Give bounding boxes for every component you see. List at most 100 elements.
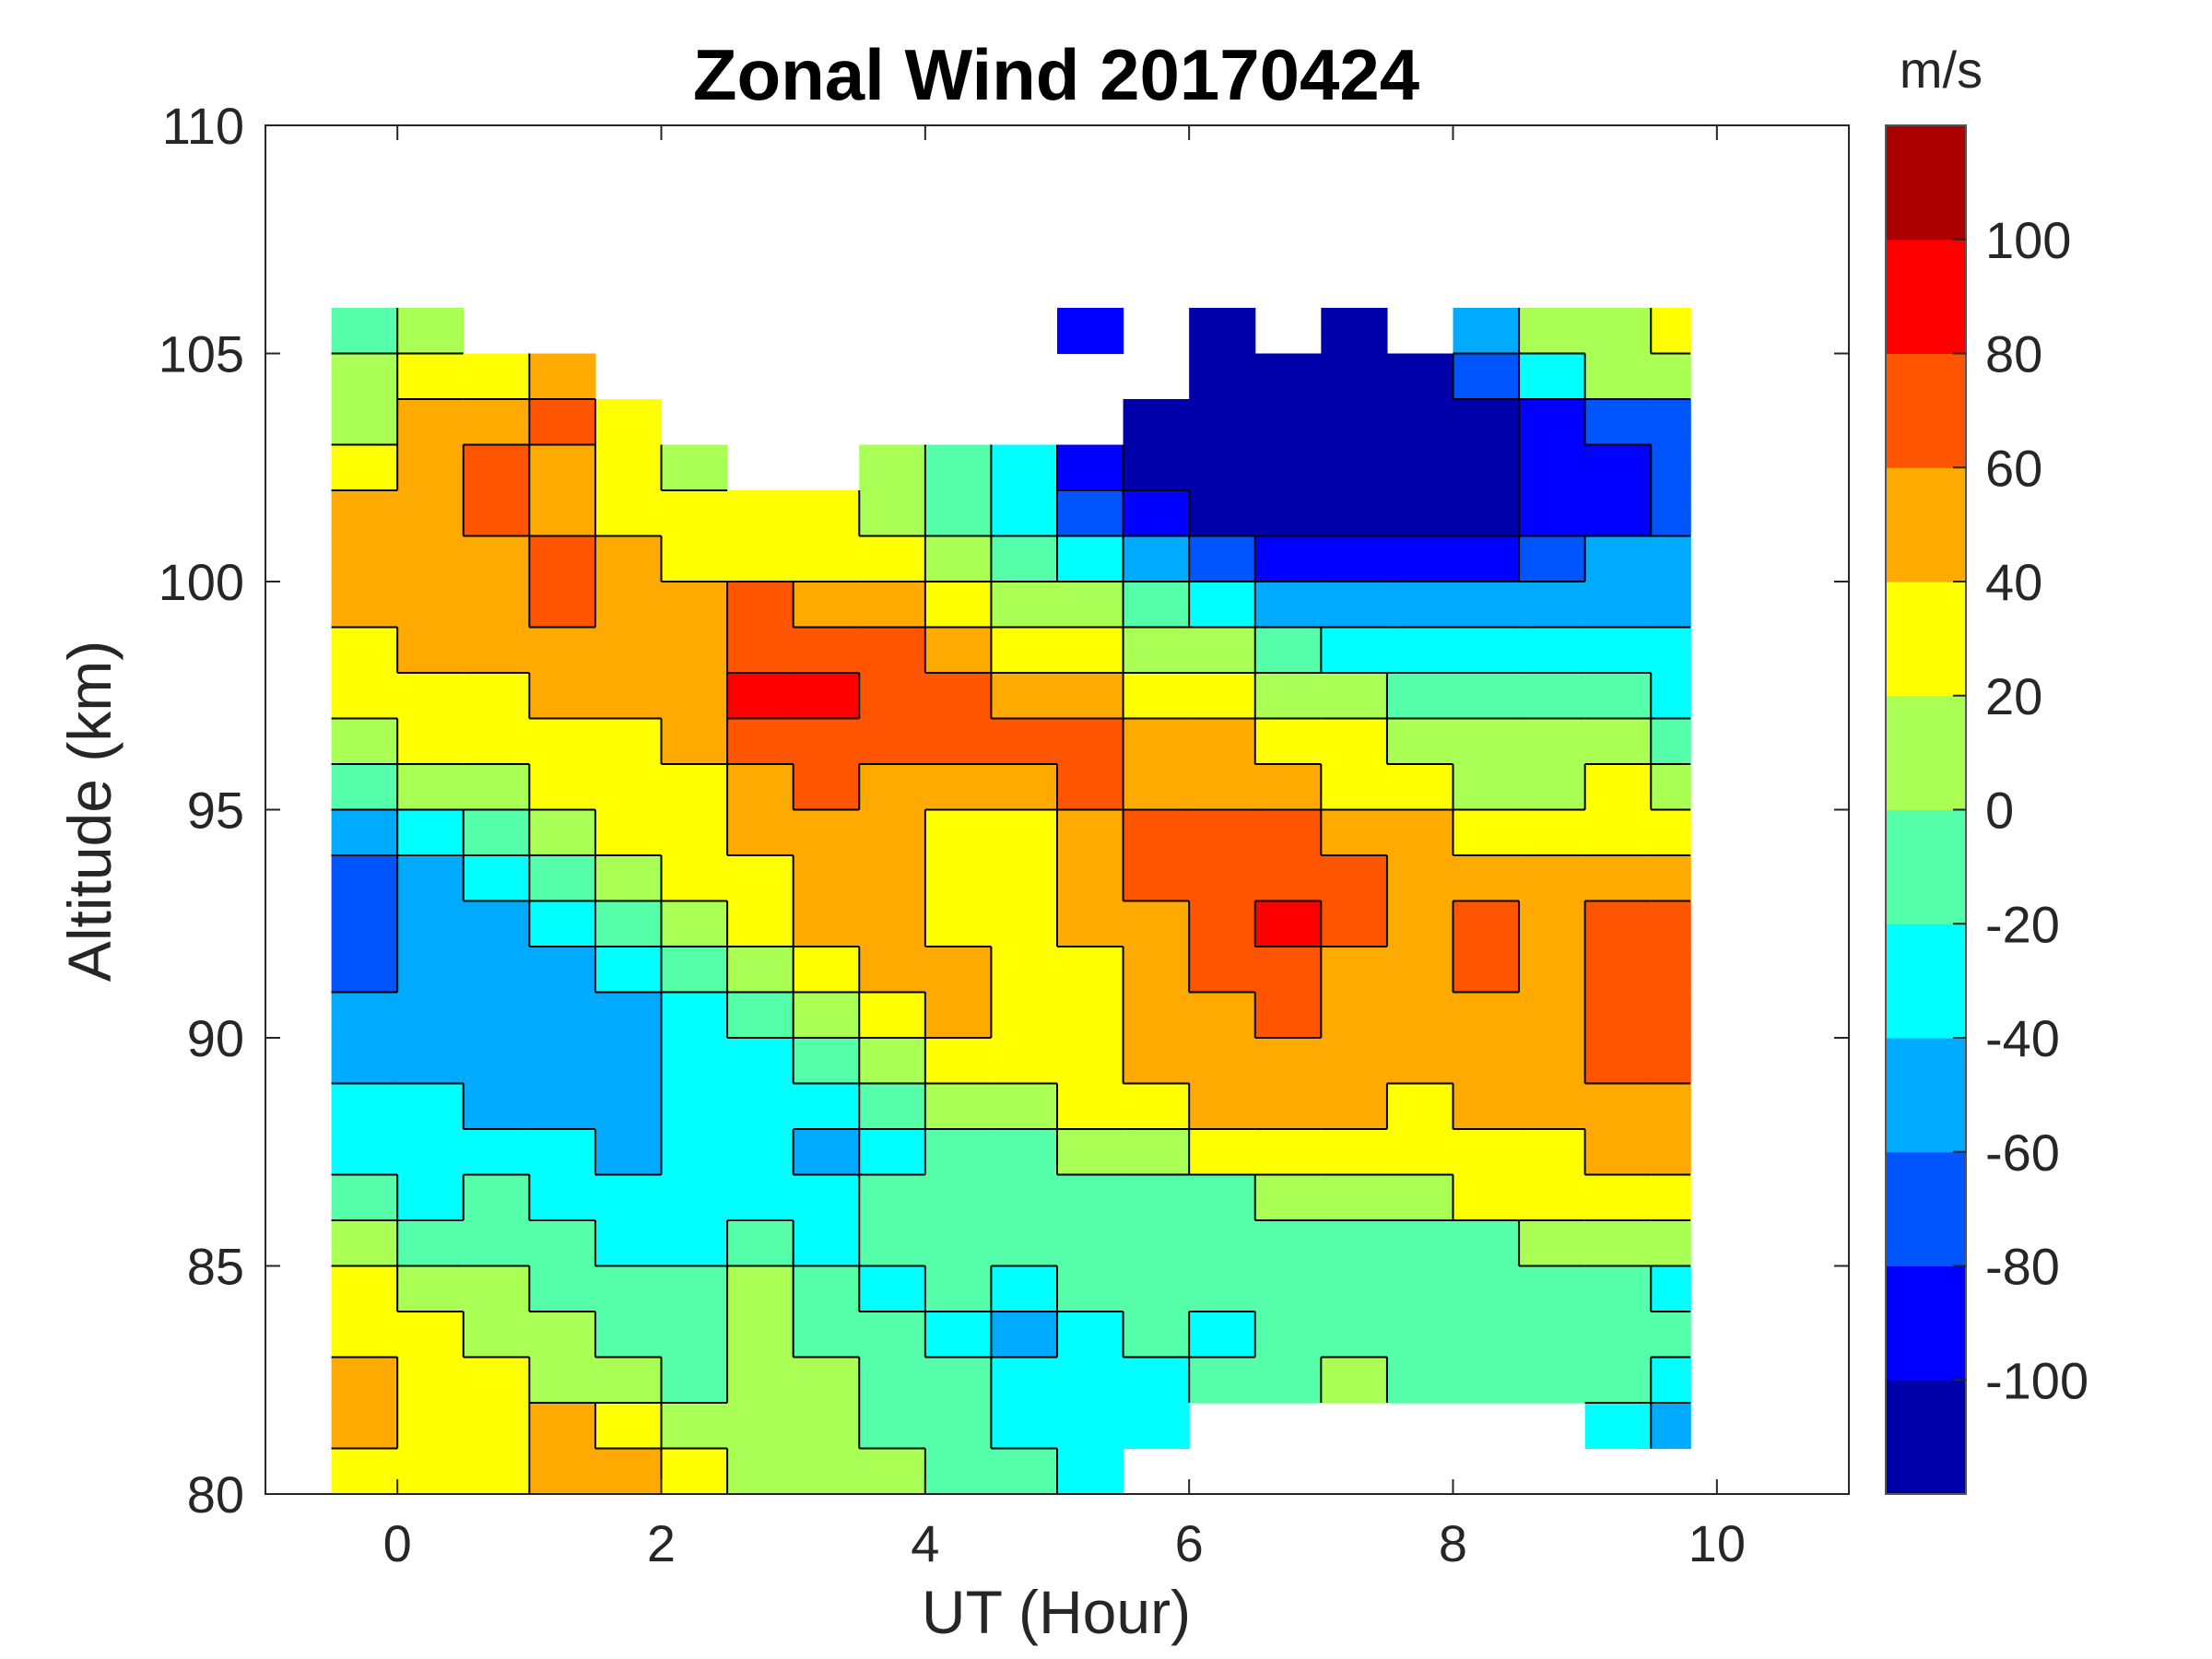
contour-cell (859, 582, 926, 629)
contour-cell (1651, 444, 1691, 491)
contour-cell (727, 535, 794, 582)
contour-cell (1651, 308, 1691, 355)
chart-title: Zonal Wind 20170424 (693, 34, 1419, 115)
contour-cell (1584, 809, 1652, 856)
contour-cell (1123, 535, 1190, 582)
contour-cell (727, 992, 794, 1039)
contour-cell (1519, 809, 1586, 856)
contour-cell (991, 1312, 1058, 1359)
contour-cell (1057, 1129, 1124, 1176)
contour-cell (924, 1174, 993, 1221)
contour-cell (463, 582, 530, 629)
contour-cell (594, 444, 663, 491)
contour-cell (594, 900, 663, 947)
contour-cell (1123, 855, 1190, 902)
contour-cell (727, 1038, 794, 1085)
contour-cell (529, 535, 596, 582)
contour-cell (859, 627, 926, 674)
contour-cell (1057, 809, 1124, 856)
contour-cell (1057, 490, 1124, 537)
contour-cell (1386, 490, 1454, 537)
contour-cell (594, 1083, 663, 1130)
contour-cell (331, 582, 398, 629)
contour-cell (1057, 718, 1124, 765)
contour-cell (1386, 855, 1454, 902)
contour-cell (1386, 1083, 1454, 1130)
colorbar-swatch (1886, 809, 1966, 924)
contour-cell (1123, 992, 1190, 1039)
contour-cell (1386, 1357, 1454, 1404)
contour-cell (529, 809, 596, 856)
contour-cell (661, 1174, 728, 1221)
contour-cell (727, 627, 794, 674)
contour-cell (991, 1038, 1058, 1085)
contour-cell (1321, 1129, 1388, 1176)
contour-cell (331, 399, 398, 446)
contour-cell (661, 1083, 728, 1130)
contour-cell (1584, 1265, 1652, 1312)
x-axis: 0 2 4 6 8 10 (383, 125, 1746, 1572)
contour-cell (463, 809, 530, 856)
contour-cell (991, 947, 1058, 994)
contour-cell (1123, 444, 1190, 491)
contour-cell (1453, 535, 1520, 582)
contour-cell (463, 1448, 530, 1495)
contour-cell (1123, 1174, 1190, 1221)
contour-cell (1386, 809, 1454, 856)
contour-cell (397, 308, 465, 355)
contour-cell (1189, 673, 1256, 720)
contour-cell (331, 490, 398, 537)
contour-cell (1651, 855, 1691, 902)
colorbar-swatch (1886, 582, 1966, 697)
contour-cell (991, 992, 1058, 1039)
contour-cell (1189, 490, 1256, 537)
contour-cell (1651, 900, 1691, 947)
contour-cell (991, 627, 1058, 674)
contour-cell (991, 582, 1058, 629)
x-axis-label: UT (Hour) (922, 1578, 1191, 1646)
contour-cell (727, 1312, 794, 1359)
contour-cell (1519, 764, 1586, 811)
contour-cell (1584, 353, 1652, 400)
contour-cell (991, 1448, 1058, 1495)
contour-cell (1386, 535, 1454, 582)
contour-cell (1584, 627, 1652, 674)
contour-cell (661, 1129, 728, 1176)
contour-cell (727, 1448, 794, 1495)
colorbar: -100 -80 -60 -40 -20 0 20 40 60 80 100 (1885, 124, 2088, 1495)
contour-cell (331, 535, 398, 582)
contour-cell (1386, 764, 1454, 811)
contour-cell (924, 992, 993, 1039)
contour-cell (331, 1265, 398, 1312)
contour-cell (1651, 1265, 1691, 1312)
contour-cell (529, 1357, 596, 1404)
contour-cell (1321, 490, 1388, 537)
contour-cell (1453, 490, 1520, 537)
contour-cell (859, 490, 926, 537)
contour-cell (1584, 673, 1652, 720)
contour-cell (463, 1220, 530, 1267)
contour-field (331, 308, 1691, 1495)
contour-cell (1651, 1174, 1691, 1221)
contour-cell (727, 900, 794, 947)
contour-cell (1584, 1038, 1652, 1085)
contour-cell (859, 809, 926, 856)
contour-cell (1254, 1220, 1322, 1267)
contour-cell (661, 1357, 728, 1404)
contour-cell (331, 855, 398, 902)
contour-cell (1254, 582, 1322, 629)
contour-cell (1386, 444, 1454, 491)
contour-cell (1321, 900, 1388, 947)
y-axis: 80 85 90 95 100 105 110 (159, 97, 1849, 1524)
contour-cell (991, 1129, 1058, 1176)
contour-cell (991, 444, 1058, 491)
contour-cell (793, 627, 860, 674)
contour-cell (859, 1129, 926, 1176)
contour-cell (1321, 627, 1388, 674)
contour-cell (793, 673, 860, 720)
contour-cell (1189, 900, 1256, 947)
contour-cell (1123, 1129, 1190, 1176)
colorbar-unit-label: m/s (1900, 41, 1983, 99)
contour-cell (594, 718, 663, 765)
contour-cell (859, 1174, 926, 1221)
